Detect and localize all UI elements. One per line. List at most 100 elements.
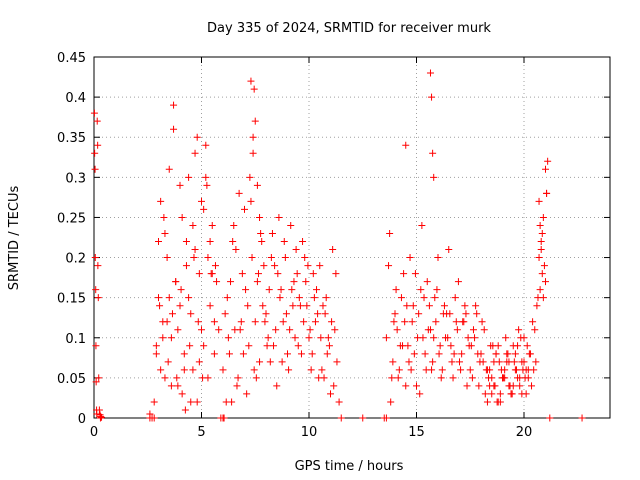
data-point bbox=[304, 262, 312, 270]
data-point bbox=[93, 117, 101, 125]
data-point bbox=[382, 334, 390, 342]
data-point bbox=[437, 374, 445, 382]
data-point bbox=[190, 254, 198, 262]
data-point bbox=[264, 334, 272, 342]
data-point bbox=[518, 390, 526, 398]
data-point bbox=[536, 221, 544, 229]
data-point bbox=[211, 262, 219, 270]
data-point bbox=[263, 342, 271, 350]
data-point bbox=[386, 229, 394, 237]
data-point bbox=[474, 350, 482, 358]
data-point bbox=[436, 342, 444, 350]
data-point bbox=[464, 334, 472, 342]
data-point bbox=[229, 238, 237, 246]
data-point bbox=[152, 350, 160, 358]
data-point bbox=[286, 326, 294, 334]
data-point bbox=[391, 310, 399, 318]
data-point bbox=[303, 302, 311, 310]
data-point bbox=[456, 358, 463, 366]
data-point bbox=[315, 374, 323, 382]
data-point bbox=[410, 350, 418, 358]
data-point bbox=[423, 278, 431, 286]
data-point bbox=[93, 410, 101, 418]
data-point bbox=[485, 374, 493, 382]
data-point bbox=[265, 286, 273, 294]
data-point bbox=[418, 221, 426, 229]
data-point bbox=[285, 366, 293, 374]
data-point bbox=[253, 181, 261, 189]
grid-lines bbox=[94, 57, 610, 418]
data-point bbox=[276, 294, 284, 302]
data-point bbox=[92, 378, 100, 386]
data-point bbox=[185, 294, 193, 302]
data-point bbox=[525, 350, 533, 358]
data-point bbox=[95, 374, 103, 382]
data-point bbox=[318, 366, 326, 374]
data-point bbox=[277, 286, 285, 294]
data-point bbox=[428, 93, 436, 101]
data-point bbox=[465, 342, 473, 350]
data-point bbox=[284, 350, 291, 358]
data-point bbox=[396, 342, 404, 350]
data-point bbox=[524, 374, 532, 382]
data-point bbox=[463, 382, 471, 390]
plot-frame bbox=[93, 56, 611, 419]
y-tick-labels: 0 0.05 0.1 0.15 0.2 0.25 0.3 0.35 0.4 0.45 bbox=[57, 51, 86, 427]
data-point bbox=[327, 390, 334, 398]
data-point bbox=[539, 213, 547, 221]
data-point bbox=[189, 221, 197, 229]
y-tick-label: 0.45 bbox=[57, 51, 86, 66]
data-point bbox=[92, 342, 100, 350]
data-point bbox=[394, 374, 402, 382]
data-point bbox=[421, 350, 429, 358]
y-tick-label: 0.3 bbox=[65, 171, 86, 186]
data-point bbox=[539, 294, 547, 302]
data-point bbox=[185, 173, 193, 181]
data-point bbox=[492, 350, 500, 358]
data-point bbox=[91, 165, 99, 173]
data-point bbox=[161, 229, 169, 237]
data-point bbox=[430, 173, 438, 181]
data-point bbox=[409, 302, 417, 310]
data-point bbox=[191, 246, 199, 254]
data-point bbox=[259, 302, 267, 310]
data-point bbox=[446, 310, 454, 318]
data-point bbox=[488, 390, 496, 398]
data-point bbox=[520, 358, 528, 366]
data-point bbox=[173, 374, 181, 382]
data-point bbox=[268, 229, 276, 237]
data-point bbox=[473, 310, 481, 318]
data-point bbox=[324, 334, 332, 342]
data-point bbox=[224, 334, 232, 342]
data-point bbox=[302, 278, 310, 286]
data-point bbox=[266, 358, 274, 366]
data-point bbox=[168, 310, 176, 318]
data-point bbox=[450, 350, 458, 358]
data-point bbox=[517, 334, 525, 342]
data-point bbox=[152, 342, 160, 350]
data-point bbox=[481, 390, 489, 398]
data-point bbox=[439, 310, 447, 318]
data-point bbox=[92, 286, 100, 294]
data-point bbox=[221, 310, 229, 318]
data-point bbox=[167, 334, 175, 342]
data-point bbox=[322, 294, 330, 302]
data-point bbox=[403, 302, 411, 310]
data-point bbox=[91, 254, 99, 262]
data-point bbox=[522, 366, 530, 374]
data-point bbox=[469, 326, 477, 334]
data-point bbox=[238, 270, 246, 278]
data-point bbox=[202, 173, 210, 181]
data-point bbox=[164, 358, 172, 366]
data-point bbox=[301, 254, 309, 262]
data-point bbox=[458, 350, 466, 358]
data-point bbox=[414, 334, 422, 342]
data-point bbox=[308, 350, 316, 358]
data-point bbox=[535, 197, 543, 205]
data-point bbox=[287, 221, 295, 229]
data-point bbox=[486, 382, 494, 390]
data-point bbox=[447, 342, 455, 350]
data-point bbox=[531, 326, 539, 334]
data-point bbox=[178, 390, 186, 398]
data-point bbox=[165, 165, 173, 173]
